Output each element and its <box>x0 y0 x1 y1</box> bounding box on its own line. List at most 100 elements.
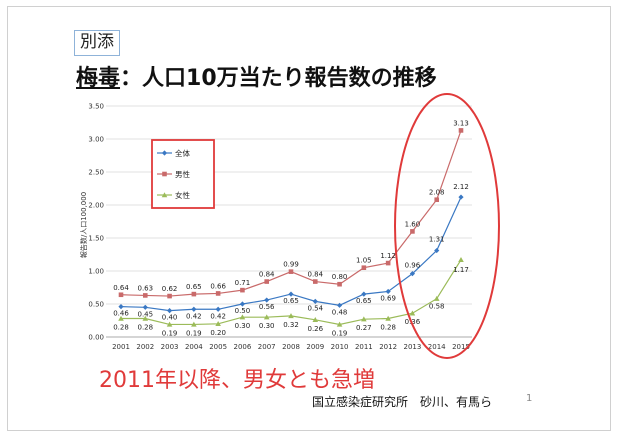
data-label: 0.19 <box>162 329 178 337</box>
data-point <box>215 291 221 296</box>
data-label: 0.46 <box>113 310 129 318</box>
data-point <box>410 229 415 234</box>
data-point <box>361 265 367 270</box>
legend-label: 全体 <box>175 148 190 158</box>
data-point <box>264 279 270 284</box>
data-label: 0.54 <box>307 304 323 312</box>
title-subtitle: ：人口10万当たり報告数の推移 <box>120 66 437 91</box>
data-point <box>337 281 342 287</box>
data-label: 0.65 <box>186 283 202 291</box>
data-point <box>142 304 148 310</box>
data-label: 0.84 <box>307 271 323 279</box>
data-label: 0.42 <box>210 312 226 320</box>
data-label: 0.28 <box>137 324 153 332</box>
data-point <box>118 292 124 298</box>
data-point <box>312 298 318 304</box>
data-label: 0.80 <box>332 273 348 281</box>
data-label: 2.12 <box>453 183 469 191</box>
data-point <box>239 301 246 307</box>
x-tick-label: 2004 <box>185 343 203 351</box>
title-disease: 梅毒 <box>76 66 121 91</box>
source-credit: 国立感染症研究所 砂川、有馬ら <box>312 395 493 409</box>
x-tick-label: 2005 <box>209 343 227 351</box>
data-point <box>215 306 221 312</box>
page-number: 1 <box>526 393 533 404</box>
data-label: 0.30 <box>259 322 275 330</box>
data-label: 1.12 <box>380 252 396 260</box>
data-point <box>264 297 270 303</box>
x-tick-label: 2008 <box>282 343 300 351</box>
y-tick-label: 3.00 <box>88 136 104 144</box>
data-point <box>312 317 319 323</box>
data-label: 1.05 <box>356 257 372 265</box>
data-point <box>288 313 294 319</box>
data-label: 0.56 <box>259 303 275 311</box>
y-tick-label: 3.50 <box>88 103 104 111</box>
x-tick-label: 2003 <box>161 343 179 351</box>
data-point <box>385 260 391 266</box>
data-label: 0.40 <box>162 314 178 322</box>
data-point <box>336 302 343 308</box>
data-point <box>142 293 148 298</box>
data-label: 0.62 <box>162 285 178 293</box>
data-point <box>361 316 367 322</box>
data-label: 0.36 <box>405 318 421 326</box>
data-label: 0.32 <box>283 321 299 329</box>
data-label: 0.63 <box>137 284 153 292</box>
data-point <box>191 291 197 297</box>
x-tick-label: 2015 <box>452 343 470 351</box>
data-label: 0.19 <box>332 329 348 337</box>
headline-text: 2011年以降、男女とも急増 <box>99 368 375 393</box>
data-label: 0.99 <box>283 261 299 269</box>
data-point <box>458 256 464 262</box>
data-label: 0.96 <box>405 262 421 270</box>
data-point <box>166 308 173 314</box>
data-label: 0.20 <box>210 329 226 337</box>
data-point <box>239 314 246 320</box>
data-point <box>161 192 168 198</box>
data-label: 0.66 <box>210 282 226 290</box>
x-tick-label: 2012 <box>379 343 397 351</box>
y-tick-label: 1.00 <box>88 268 104 276</box>
data-point <box>458 128 464 133</box>
x-tick-label: 2007 <box>258 343 276 351</box>
data-label: 1.31 <box>429 236 445 244</box>
data-label: 0.50 <box>235 307 251 315</box>
x-tick-label: 2002 <box>136 343 154 351</box>
data-label: 1.60 <box>405 220 421 228</box>
data-label: 0.28 <box>113 324 129 332</box>
data-point <box>385 315 391 321</box>
data-label: 0.69 <box>380 294 396 302</box>
y-axis-label: 報告数/人口100,000 <box>79 192 88 258</box>
data-label: 0.27 <box>356 324 372 332</box>
data-label: 0.28 <box>380 324 396 332</box>
data-point <box>162 171 167 177</box>
data-point <box>434 247 440 254</box>
data-point <box>434 197 440 203</box>
y-tick-label: 0.00 <box>88 334 104 342</box>
y-tick-label: 0.50 <box>88 301 104 309</box>
data-point <box>161 150 168 156</box>
x-tick-label: 2013 <box>404 343 422 351</box>
y-tick-label: 2.50 <box>88 169 104 177</box>
data-label: 0.65 <box>356 297 372 305</box>
series-3: 0.28 0.28 0.19 0.19 0.20 0.30 0.30 0.32 0.26 0.19… <box>113 256 469 337</box>
series-1: 0.46 0.45 0.40 0.42 0.42 0.50 0.56 0.65 0.54 0.48… <box>113 183 469 322</box>
slide-title: 梅毒：人口10万当たり報告数の推移 <box>76 60 437 92</box>
slide-frame <box>7 6 611 431</box>
data-point <box>288 269 294 274</box>
legend-item: 男性 <box>157 169 190 179</box>
data-point <box>167 293 172 299</box>
data-point <box>191 321 197 327</box>
legend-item: 女性 <box>157 190 190 200</box>
series-2: 0.64 0.63 0.62 0.65 0.66 0.71 0.84 0.99 0.84 0.80… <box>113 119 469 299</box>
x-tick-label: 2014 <box>428 343 446 351</box>
data-label: 0.30 <box>235 322 251 330</box>
data-point <box>312 279 318 284</box>
data-label: 3.13 <box>453 119 469 127</box>
data-label: 0.42 <box>186 312 202 320</box>
data-point <box>361 291 367 297</box>
data-label: 0.48 <box>332 308 348 316</box>
